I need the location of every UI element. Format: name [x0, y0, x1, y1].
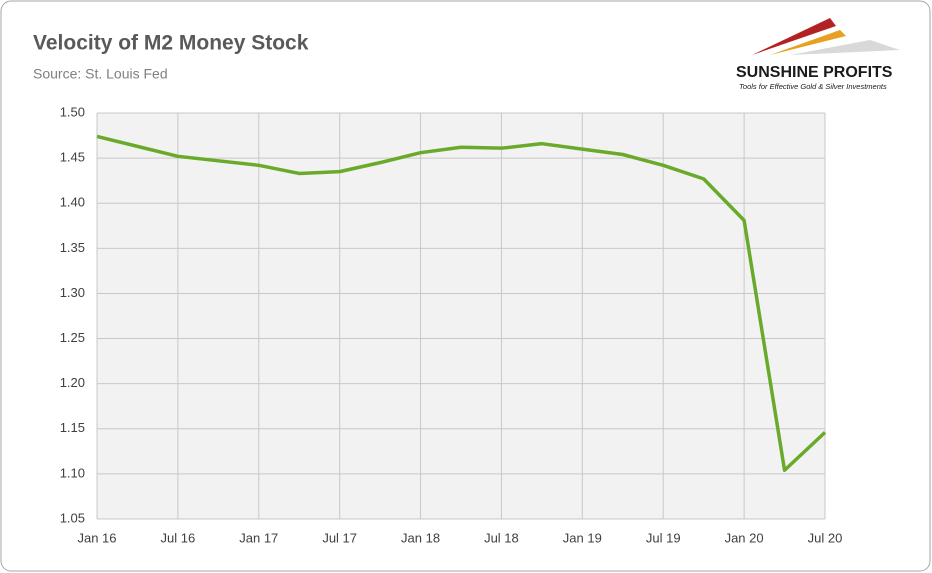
chart-title: Velocity of M2 Money Stock: [33, 32, 309, 55]
logo-swoosh: [752, 18, 836, 55]
y-tick-label: 1.10: [60, 465, 85, 480]
logo: SUNSHINE PROFITS Tools for Effective Gol…: [736, 18, 900, 91]
y-tick-label: 1.15: [60, 420, 85, 435]
y-tick-label: 1.05: [60, 510, 85, 525]
x-tick-label: Jul 18: [484, 530, 519, 545]
y-tick-label: 1.40: [60, 195, 85, 210]
y-tick-label: 1.45: [60, 150, 85, 165]
x-tick-label: Jan 18: [401, 530, 440, 545]
logo-name: SUNSHINE PROFITS: [736, 64, 893, 81]
x-tick-label: Jul 16: [161, 530, 196, 545]
x-tick-label: Jan 16: [77, 530, 116, 545]
y-tick-label: 1.20: [60, 375, 85, 390]
chart-subtitle: Source: St. Louis Fed: [33, 66, 168, 82]
y-tick-label: 1.25: [60, 330, 85, 345]
x-tick-label: Jan 19: [563, 530, 602, 545]
y-tick-label: 1.35: [60, 240, 85, 255]
y-tick-label: 1.50: [60, 104, 85, 119]
x-tick-label: Jul 19: [646, 530, 681, 545]
plot-area: [97, 113, 825, 519]
logo-tagline: Tools for Effective Gold & Silver Invest…: [739, 82, 887, 91]
data-line: [96, 134, 827, 473]
x-tick-label: Jan 20: [725, 530, 764, 545]
x-tick-label: Jul 20: [808, 530, 843, 545]
logo-swoosh: [790, 40, 900, 55]
y-tick-label: 1.30: [60, 285, 85, 300]
x-tick-label: Jan 17: [239, 530, 278, 545]
x-tick-label: Jul 17: [322, 530, 357, 545]
logo-swoosh: [770, 30, 846, 55]
